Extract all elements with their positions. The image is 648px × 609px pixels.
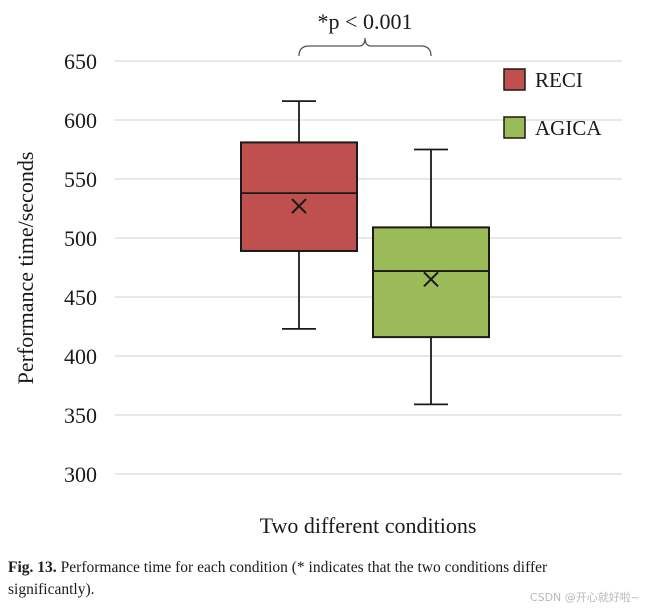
y-tick-label: 550 xyxy=(64,167,97,192)
watermark: CSDN @开心就好啦~ xyxy=(529,591,640,604)
x-axis-label: Two different conditions xyxy=(260,513,477,538)
boxplot-chart: 300 350 400 450 500 550 600 650 *p < 0.001 RECI… xyxy=(13,9,622,538)
iqr-box xyxy=(240,141,358,252)
iqr-box xyxy=(372,226,490,339)
y-tick-labels: 300 350 400 450 500 550 600 650 xyxy=(64,49,97,487)
legend-label-reci: RECI xyxy=(535,68,583,92)
y-tick-label: 600 xyxy=(64,108,97,133)
box-series xyxy=(240,100,490,406)
legend-label-agica: AGICA xyxy=(535,116,602,140)
mean-marker xyxy=(291,198,307,214)
y-tick-label: 350 xyxy=(64,403,97,428)
legend: RECI AGICA xyxy=(503,68,602,140)
y-tick-label: 500 xyxy=(64,226,97,251)
figure-caption: Fig. 13. Performance time for each condit… xyxy=(8,557,633,601)
y-tick-label: 400 xyxy=(64,344,97,369)
y-tick-label: 650 xyxy=(64,49,97,74)
box-agica xyxy=(372,148,490,406)
y-axis-label: Performance time/seconds xyxy=(13,152,38,385)
y-tick-label: 300 xyxy=(64,462,97,487)
mean-marker xyxy=(423,271,439,288)
legend-swatch-agica xyxy=(503,116,526,139)
gridlines xyxy=(115,60,622,475)
significance-label: *p < 0.001 xyxy=(318,9,413,34)
significance-bracket xyxy=(298,37,432,57)
significance-annotation: *p < 0.001 xyxy=(298,9,432,57)
box-reci xyxy=(240,100,358,330)
caption-text: Performance time for each condition (* i… xyxy=(8,559,548,598)
caption-label: Fig. 13. xyxy=(8,559,57,576)
legend-swatch-reci xyxy=(503,68,526,91)
y-tick-label: 450 xyxy=(64,285,97,310)
